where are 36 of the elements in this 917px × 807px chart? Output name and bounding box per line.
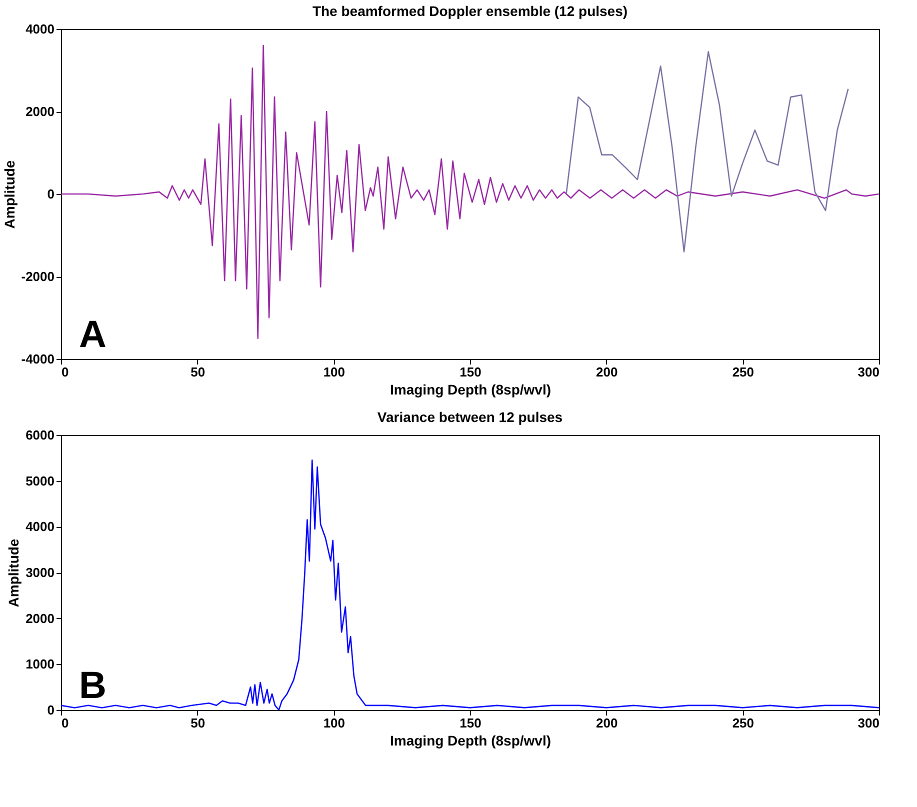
y-tick-label: 0 (47, 702, 54, 718)
x-tick-label: 0 (62, 716, 69, 730)
x-tick-label: 250 (732, 364, 754, 380)
x-tick-label: 100 (323, 364, 346, 380)
x-tick-label: 150 (460, 716, 482, 730)
chart-title: Variance between 12 pulses (377, 409, 563, 425)
y-tick-label: 3000 (26, 565, 54, 580)
x-tick-label: 50 (190, 364, 206, 380)
x-tick-label: 50 (190, 716, 206, 730)
y-tick-label: -4000 (21, 352, 54, 366)
y-axis-title: Amplitude (6, 538, 22, 608)
y-tick-label: 4000 (26, 519, 54, 534)
line-series (61, 460, 879, 710)
y-axis-title: Amplitude (1, 160, 18, 229)
x-axis-title: Imaging Depth (8sp/wvl) (390, 382, 552, 398)
x-axis-title: Imaging Depth (8sp/wvl) (390, 732, 552, 748)
y-tick-label: 4000 (26, 22, 54, 36)
x-tick-label: 0 (62, 364, 69, 380)
y-tick-label: 5000 (26, 473, 54, 488)
line-series (566, 51, 849, 252)
x-tick-label: 300 (858, 716, 880, 730)
annotation: A (79, 314, 106, 356)
x-tick-label: 150 (460, 364, 482, 380)
y-tick-label: 2000 (26, 104, 54, 119)
y-tick-label: 2000 (26, 610, 54, 626)
chart-title: The beamformed Doppler ensemble (12 pulses) (312, 3, 628, 19)
x-tick-label: 200 (596, 716, 618, 730)
x-tick-label: 300 (858, 364, 880, 380)
y-tick-label: 1000 (26, 656, 54, 672)
y-tick-label: 6000 (26, 428, 54, 442)
x-tick-label: 200 (596, 364, 618, 380)
annotation: B (79, 665, 106, 707)
x-tick-label: 250 (732, 716, 754, 730)
x-tick-label: 100 (323, 716, 346, 730)
y-tick-label: 0 (47, 186, 54, 202)
y-tick-label: -2000 (21, 269, 54, 284)
